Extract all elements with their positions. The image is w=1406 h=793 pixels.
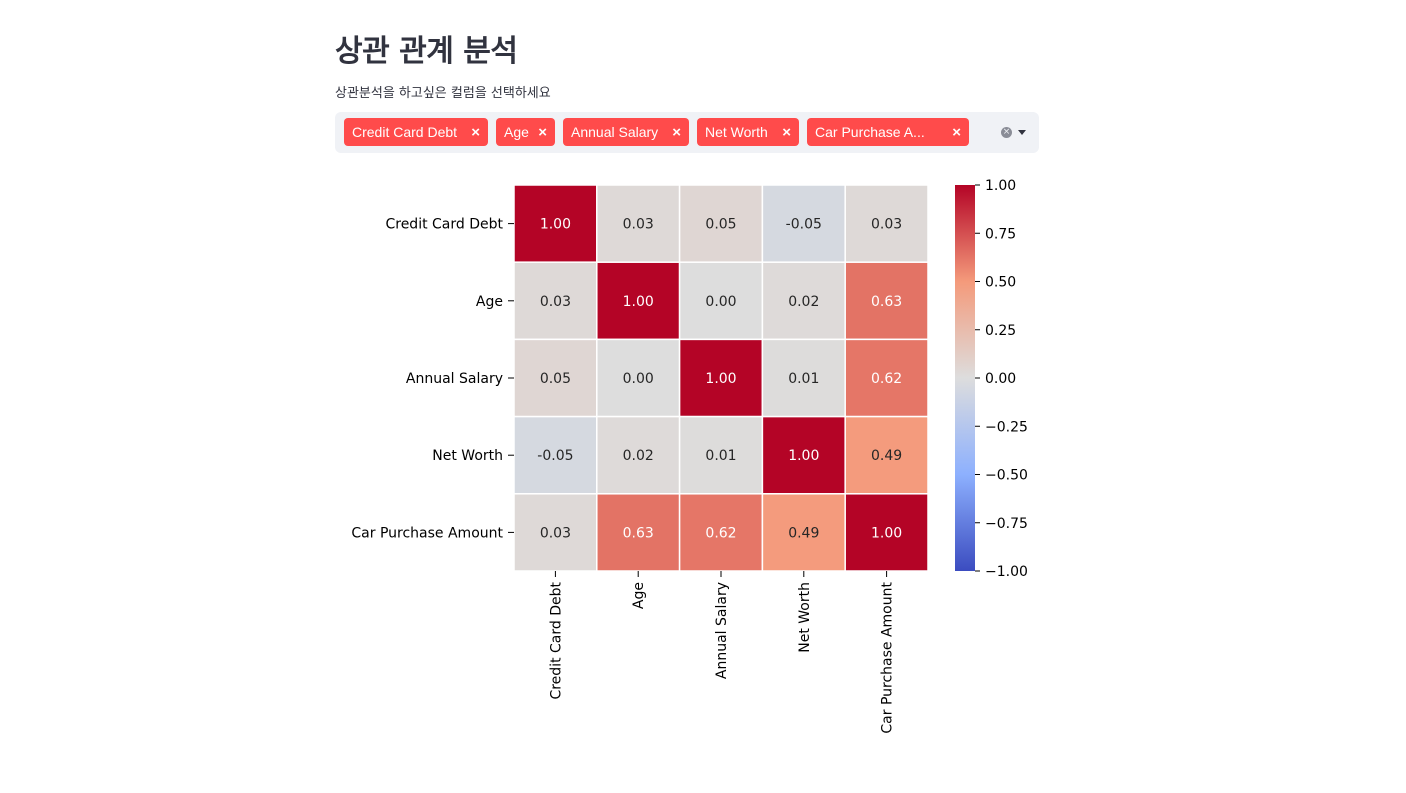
selected-tag[interactable]: Age × [496,118,555,146]
cell-value-label: 1.00 [540,217,571,233]
heatmap-cell [596,261,681,341]
cell-value-label: 0.63 [871,294,902,310]
cell-value-label: 0.63 [623,525,654,541]
clear-circle-icon[interactable]: × [1001,127,1012,138]
y-tick-label: Net Worth [432,448,503,464]
heatmap-cell [761,184,846,263]
heatmap-cell [596,338,681,418]
y-tick-label: Car Purchase Amount [351,525,503,541]
heatmap-cell [596,184,681,263]
column-select-label: 상관분석을 하고싶은 컬럼을 선택하세요 [335,86,551,101]
heatmap-cell [513,261,598,341]
cell-value-label: 1.00 [623,294,654,310]
cell-value-label: -0.05 [537,448,573,464]
column-multiselect[interactable]: Credit Card Debt × Age × Annual Salary ×… [335,112,1039,153]
heatmap-cell [678,338,764,418]
colorbar-tick-label: 0.50 [985,275,1016,291]
cell-value-label: 0.03 [623,217,654,233]
y-tick-label: Age [476,294,503,310]
colorbar-tick-label: −1.00 [985,564,1028,580]
cell-value-label: 0.49 [871,448,902,464]
x-icon[interactable]: × [952,123,961,141]
cell-value-label: 1.00 [871,525,902,541]
heatmap-cell [844,338,929,418]
colorbar-tick-label: −0.50 [985,468,1028,484]
colorbar [955,185,975,571]
cell-value-label: 1.00 [705,371,736,387]
cell-value-label: 0.05 [540,371,571,387]
x-tick-label: Annual Salary [714,582,730,679]
x-icon[interactable]: × [538,123,547,141]
selected-tag[interactable]: Credit Card Debt × [344,118,488,146]
x-tick-label: Car Purchase Amount [880,581,896,733]
x-tick-label: Age [631,582,647,609]
y-tick-label: Annual Salary [406,371,503,387]
cell-value-label: -0.05 [786,217,822,233]
chevron-down-icon[interactable] [1018,130,1026,135]
cell-value-label: 0.05 [705,217,736,233]
cell-value-label: 1.00 [788,448,819,464]
x-icon[interactable]: × [782,123,791,141]
colorbar-tick-label: 0.25 [985,323,1016,339]
selected-tag[interactable]: Annual Salary × [563,118,689,146]
cell-value-label: 0.00 [623,371,654,387]
cell-value-label: 0.62 [871,371,902,387]
x-tick-label: Net Worth [797,582,813,653]
selected-tag[interactable]: Car Purchase A... × [807,118,969,146]
cell-value-label: 0.03 [871,217,902,233]
colorbar-tick-label: 0.75 [985,226,1016,242]
y-tick-label: Credit Card Debt [385,217,503,233]
tag-label: Annual Salary [571,124,659,140]
cell-value-label: 0.01 [705,448,736,464]
colorbar-tick-label: 1.00 [985,178,1016,194]
colorbar-tick-label: −0.75 [985,516,1028,532]
cell-value-label: 0.01 [788,371,819,387]
cell-value-label: 0.00 [705,294,736,310]
x-icon[interactable]: × [471,123,480,141]
heatmap-cell [844,184,929,263]
x-tick-label: Credit Card Debt [548,581,564,699]
cell-value-label: 0.03 [540,294,571,310]
tag-label: Net Worth [705,124,768,140]
colorbar-tick-label: −0.25 [985,419,1028,435]
heatmap-cell [596,493,681,572]
cell-value-label: 0.02 [788,294,819,310]
cell-value-label: 0.49 [788,525,819,541]
page-title: 상관 관계 분석 [335,34,518,69]
heatmap-cell [761,415,846,495]
tag-label: Car Purchase A... [815,124,925,140]
heatmap-cell [596,415,681,495]
cell-value-label: 0.02 [623,448,654,464]
x-icon[interactable]: × [672,123,681,141]
tag-label: Credit Card Debt [352,124,458,140]
tag-label: Age [504,124,529,140]
colorbar-tick-label: 0.00 [985,371,1016,387]
cell-value-label: 0.03 [540,525,571,541]
heatmap-cell [513,338,598,418]
cell-value-label: 0.62 [705,525,736,541]
selected-tag[interactable]: Net Worth × [697,118,799,146]
heatmap-cell [844,415,929,495]
